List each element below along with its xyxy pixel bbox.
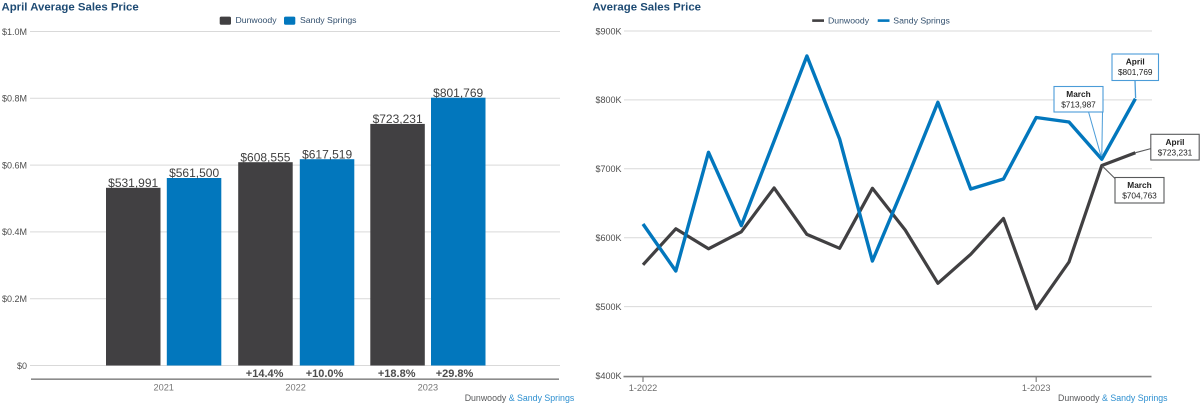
svg-text:$0.6M: $0.6M <box>2 160 27 170</box>
svg-text:$500K: $500K <box>595 302 621 312</box>
svg-text:$400K: $400K <box>595 371 621 381</box>
svg-text:$608,555: $608,555 <box>240 150 290 164</box>
svg-text:Dunwoody: Dunwoody <box>236 15 278 25</box>
svg-text:Average Sales Price: Average Sales Price <box>593 2 702 14</box>
svg-text:March: March <box>1127 180 1151 190</box>
svg-text:April Average Sales Price: April Average Sales Price <box>2 2 139 14</box>
svg-text:$801,769: $801,769 <box>1118 67 1153 77</box>
svg-text:2021: 2021 <box>153 383 173 393</box>
svg-text:$561,500: $561,500 <box>169 166 219 180</box>
svg-text:$0.2M: $0.2M <box>2 294 27 304</box>
svg-text:2023: 2023 <box>418 383 438 393</box>
svg-text:March: March <box>1066 89 1090 99</box>
svg-text:1-2023: 1-2023 <box>1022 383 1051 393</box>
svg-text:$704,763: $704,763 <box>1122 191 1157 201</box>
svg-text:$0.4M: $0.4M <box>2 227 27 237</box>
svg-text:+14.4%: +14.4% <box>246 368 284 380</box>
svg-text:2022: 2022 <box>285 383 305 393</box>
svg-text:Sandy Springs: Sandy Springs <box>893 15 950 25</box>
svg-text:$617,519: $617,519 <box>302 147 352 161</box>
svg-text:April: April <box>1166 137 1185 147</box>
svg-text:$800K: $800K <box>595 95 621 105</box>
svg-text:Sandy Springs: Sandy Springs <box>300 15 357 25</box>
svg-text:April: April <box>1126 57 1145 67</box>
svg-text:$801,769: $801,769 <box>433 86 483 100</box>
svg-text:+18.8%: +18.8% <box>378 368 416 380</box>
svg-text:$700K: $700K <box>595 164 621 174</box>
svg-text:$1.0M: $1.0M <box>2 27 27 37</box>
svg-text:Dunwoody: Dunwoody <box>828 15 870 25</box>
svg-text:$531,991: $531,991 <box>108 176 158 190</box>
svg-text:1-2022: 1-2022 <box>629 383 658 393</box>
svg-text:$713,987: $713,987 <box>1061 100 1096 110</box>
svg-text:+10.0%: +10.0% <box>306 368 344 380</box>
svg-text:Dunwoody & Sandy Springs: Dunwoody & Sandy Springs <box>465 393 575 403</box>
svg-text:$900K: $900K <box>595 26 621 36</box>
svg-text:$0: $0 <box>17 361 27 371</box>
svg-text:$600K: $600K <box>595 233 621 243</box>
svg-text:$0.8M: $0.8M <box>2 94 27 104</box>
svg-text:$723,231: $723,231 <box>373 112 423 126</box>
svg-text:+29.8%: +29.8% <box>436 368 474 380</box>
svg-text:$723,231: $723,231 <box>1158 147 1193 157</box>
svg-text:Dunwoody & Sandy Springs: Dunwoody & Sandy Springs <box>1058 393 1168 403</box>
